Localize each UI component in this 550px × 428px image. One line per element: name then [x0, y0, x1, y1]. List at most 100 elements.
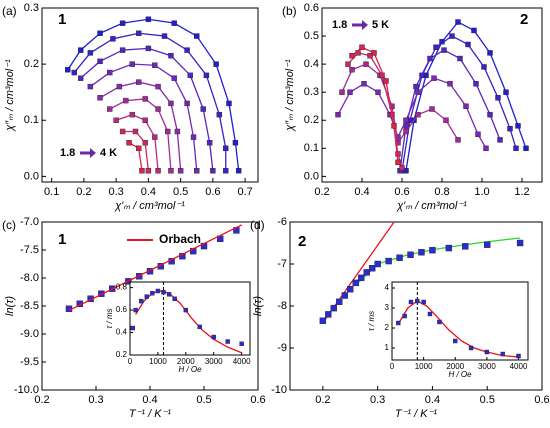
marker	[239, 341, 244, 346]
y-tick-label: 0.6	[304, 2, 319, 14]
annotation: 1.8	[60, 147, 75, 159]
marker	[161, 289, 166, 295]
marker	[395, 159, 401, 166]
marker	[361, 81, 367, 87]
panel: 0.2 0.3 0.4 0.5 0.6 -10 -9 -8 -7 -6 T⁻¹ / K⁻¹ ln(τ)…	[250, 216, 550, 420]
y-tick-label: -9.0	[20, 328, 39, 340]
marker	[119, 47, 126, 53]
marker	[155, 83, 161, 90]
y-tick-label: 3	[385, 303, 390, 312]
marker	[155, 106, 161, 112]
marker	[462, 243, 469, 250]
marker	[184, 100, 190, 107]
panel-label: (a)	[2, 4, 17, 18]
x-axis-label: χ′ₘ / cm³mol⁻¹	[114, 200, 185, 212]
marker	[107, 106, 113, 112]
marker	[415, 89, 421, 95]
marker	[161, 33, 168, 39]
x-tick-label: 0.5	[196, 394, 211, 406]
marker	[139, 168, 145, 174]
marker	[437, 319, 442, 325]
marker	[142, 117, 148, 123]
marker	[126, 140, 132, 146]
panel: 0 1000 2000 3000 4000 0.2 0.4 0.6 0.8 H / Oe τ / m…	[105, 281, 251, 374]
marker	[203, 72, 210, 79]
marker	[497, 137, 503, 143]
marker	[232, 140, 239, 146]
marker	[71, 69, 77, 76]
panel-label: (b)	[282, 4, 297, 18]
marker	[516, 353, 521, 359]
marker	[481, 64, 487, 70]
marker	[98, 290, 105, 297]
marker	[138, 298, 144, 304]
y-tick-label: 0.6	[116, 305, 128, 314]
marker	[449, 33, 455, 39]
plot-frame	[391, 281, 529, 361]
marker	[132, 128, 139, 135]
marker	[487, 111, 493, 118]
panel: 0.1 0.2 0.3 0.4 0.5 0.6 0.7 0.0 0.1 0.2 0.3 χ′ₘ / c…	[2, 2, 259, 212]
x-tick-label: 0.5	[480, 394, 495, 406]
plot-frame	[41, 7, 259, 183]
marker	[418, 249, 425, 256]
marker	[200, 106, 206, 112]
marker	[433, 44, 439, 50]
marker	[130, 325, 135, 331]
marker	[429, 246, 436, 254]
y-tick-label: -10	[271, 384, 287, 396]
x-tick-label: 0	[128, 357, 133, 366]
marker	[358, 274, 365, 282]
marker	[421, 299, 426, 305]
inset-background	[392, 282, 528, 360]
marker	[495, 95, 501, 101]
y-tick-label: -8.5	[20, 300, 39, 312]
x-tick-label: 0.3	[370, 394, 385, 406]
marker	[77, 75, 84, 81]
x-tick-label: 0.4	[141, 186, 156, 198]
marker	[136, 79, 142, 85]
marker	[341, 292, 348, 299]
x-tick-label: 1.2	[514, 186, 529, 198]
marker	[223, 145, 229, 152]
series-line	[397, 300, 519, 358]
y-tick-label: 4	[385, 283, 390, 292]
x-tick-label: 2000	[446, 362, 464, 371]
x-tick-label: 0.8	[434, 186, 449, 198]
marker	[116, 83, 123, 90]
marker	[408, 299, 414, 305]
marker	[339, 89, 345, 95]
series-line	[405, 21, 527, 171]
annotation: 2	[298, 233, 306, 250]
marker	[484, 349, 490, 355]
marker	[371, 50, 377, 56]
marker	[129, 61, 135, 67]
marker	[385, 257, 392, 265]
marker	[457, 55, 463, 62]
x-tick-label: 0	[390, 362, 395, 371]
legend-label: Orbach	[159, 232, 201, 246]
marker	[503, 89, 509, 95]
marker	[516, 239, 524, 247]
marker	[142, 96, 148, 102]
marker	[445, 244, 453, 252]
marker	[455, 19, 461, 25]
y-tick-label: 0.2	[116, 350, 128, 359]
marker	[427, 311, 433, 317]
y-tick-label: -9	[277, 342, 287, 354]
marker	[431, 75, 437, 81]
marker	[223, 168, 229, 174]
y-tick-label: 0.2	[24, 58, 39, 70]
marker	[65, 67, 71, 73]
marker	[427, 55, 433, 62]
marker	[484, 241, 491, 248]
x-axis-label: H / Oe	[448, 370, 472, 379]
x-tick-label: 3000	[478, 362, 496, 371]
marker	[374, 260, 381, 268]
marker	[145, 16, 152, 22]
marker	[165, 128, 171, 135]
x-tick-label: 0.5	[173, 186, 188, 198]
marker	[336, 298, 343, 305]
x-tick-label: 1.0	[474, 186, 489, 198]
marker	[319, 317, 327, 324]
